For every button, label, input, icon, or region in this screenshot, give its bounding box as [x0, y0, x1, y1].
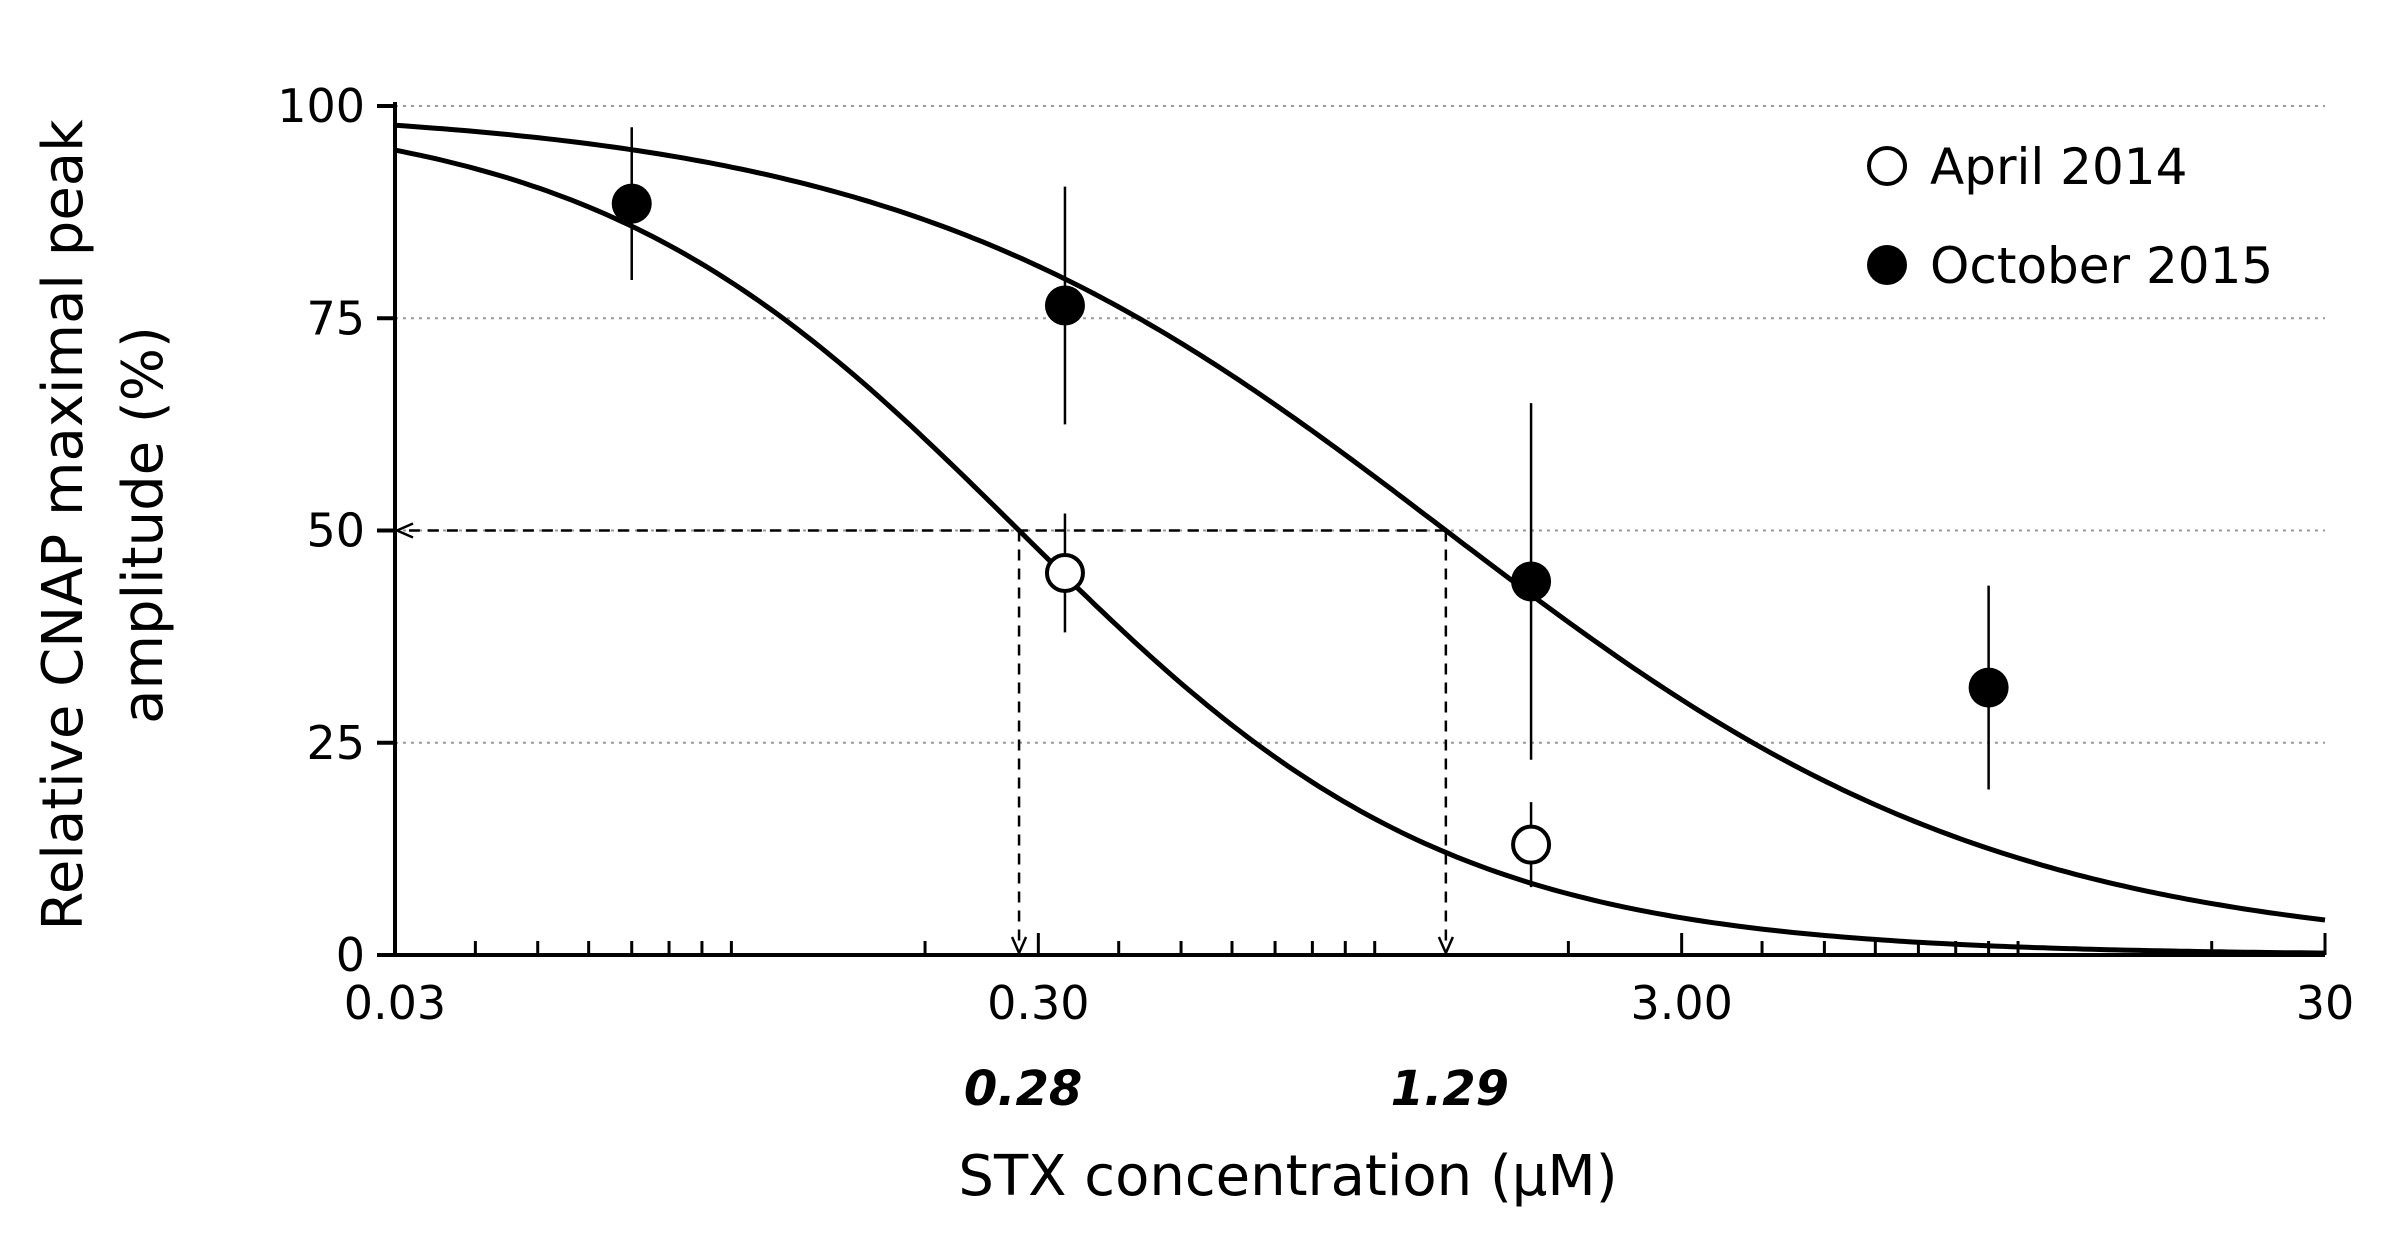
ic50-vertical-arrowhead-0.28 — [1010, 936, 1028, 954]
ic50-guides: 0.28 1.29 — [396, 522, 1509, 1117]
data-point-filled-s2-p1 — [611, 183, 652, 224]
legend: April 2014 October 2015 — [1867, 138, 2273, 295]
ic50-horizontal-arrowhead — [396, 522, 414, 539]
ic50-vertical-arrowhead-1.29 — [1437, 936, 1455, 954]
x-tick-label-0.03: 0.03 — [344, 976, 446, 1030]
axes: 0 25 50 75 100 0.03 0.30 3.00 30 — [277, 79, 2354, 1030]
y-axis-title-line-1: Relative CNAP maximal peak — [31, 119, 96, 931]
ic50-label-0.28: 0.28 — [964, 1061, 1082, 1117]
data-points — [611, 127, 2009, 888]
y-tick-label-25: 25 — [306, 716, 365, 770]
ic50-label-1.29: 1.29 — [1391, 1061, 1509, 1117]
data-point-open-s1-p2 — [1511, 824, 1552, 865]
y-tick-label-75: 75 — [306, 291, 365, 345]
fit-curve-series-2 — [394, 122, 2326, 923]
x-axis-title: STX concentration (μM) — [958, 1144, 1617, 1209]
x-tick-label-3.00: 3.00 — [1630, 976, 1732, 1030]
legend-marker-october-2015 — [1867, 245, 1907, 285]
data-point-open-s1-p1 — [1044, 552, 1085, 593]
data-point-filled-s2-p2 — [1044, 285, 1085, 326]
grid-layer — [395, 105, 2325, 744]
fit-curve-series-1 — [394, 147, 2326, 956]
y-axis-title-line-2: amplitude (%) — [111, 326, 176, 724]
y-tick-label-0: 0 — [336, 928, 365, 982]
data-point-filled-s2-p4 — [1968, 667, 2009, 708]
x-tick-label-0.30: 0.30 — [987, 976, 1089, 1030]
y-tick-label-50: 50 — [306, 504, 365, 558]
legend-label-april-2014: April 2014 — [1930, 138, 2187, 196]
fit-curves — [394, 122, 2326, 956]
y-tick-label-100: 100 — [277, 79, 365, 133]
legend-marker-april-2014 — [1867, 146, 1907, 186]
x-tick-label-30: 30 — [2296, 976, 2355, 1030]
legend-label-october-2015: October 2015 — [1930, 237, 2273, 295]
data-point-filled-s2-p3 — [1511, 561, 1552, 602]
axis-labels: STX concentration (μM) Relative CNAP max… — [31, 119, 1618, 1209]
